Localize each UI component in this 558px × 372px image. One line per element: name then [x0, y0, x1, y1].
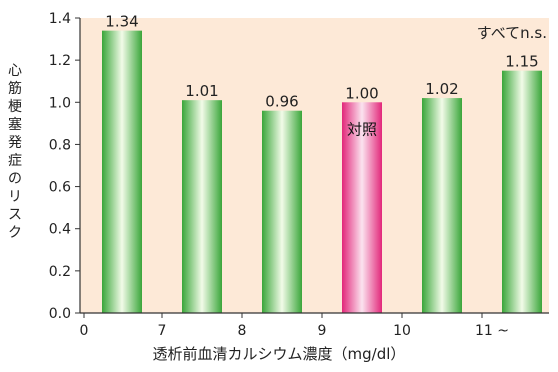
data-label-4: 1.00 — [345, 84, 378, 102]
chart-annotation: すべてn.s. — [477, 24, 547, 42]
y-tick-label: 1.2 — [49, 53, 71, 69]
x-tick-label: 8 — [238, 323, 247, 339]
y-tick-label: 0.0 — [49, 306, 71, 322]
data-label-3: 0.96 — [265, 93, 298, 111]
bar-3 — [262, 110, 302, 313]
y-tick-label: 1.4 — [49, 11, 71, 27]
x-axis-label: 透析前血清カルシウム濃度（mg/dl） — [152, 345, 406, 363]
reference-label: 対照 — [347, 120, 377, 138]
plot-background — [80, 18, 549, 313]
bar-5 — [422, 98, 462, 313]
y-tick-label: 0.6 — [49, 180, 71, 196]
bar-6 — [502, 70, 542, 313]
x-tick-label: 11 ~ — [475, 323, 509, 339]
data-label-1: 1.34 — [105, 13, 138, 31]
y-axis-label: 心筋梗塞発症のリスク — [8, 63, 22, 241]
data-label-6: 1.15 — [505, 53, 538, 71]
bar-4 — [342, 102, 382, 314]
data-label-2: 1.01 — [185, 82, 218, 100]
x-tick-label: 9 — [318, 323, 327, 339]
y-tick-label: 0.8 — [49, 137, 71, 153]
bar-1 — [102, 30, 142, 314]
y-tick-label: 1.0 — [49, 95, 71, 111]
x-tick-label: 7 — [158, 323, 167, 339]
y-tick-label: 0.2 — [49, 264, 71, 280]
x-tick-label: 10 — [393, 323, 411, 339]
bar-2 — [182, 100, 222, 313]
y-tick-label: 0.4 — [49, 222, 71, 238]
data-label-5: 1.02 — [425, 80, 458, 98]
x-tick-label: 0 — [80, 323, 89, 339]
